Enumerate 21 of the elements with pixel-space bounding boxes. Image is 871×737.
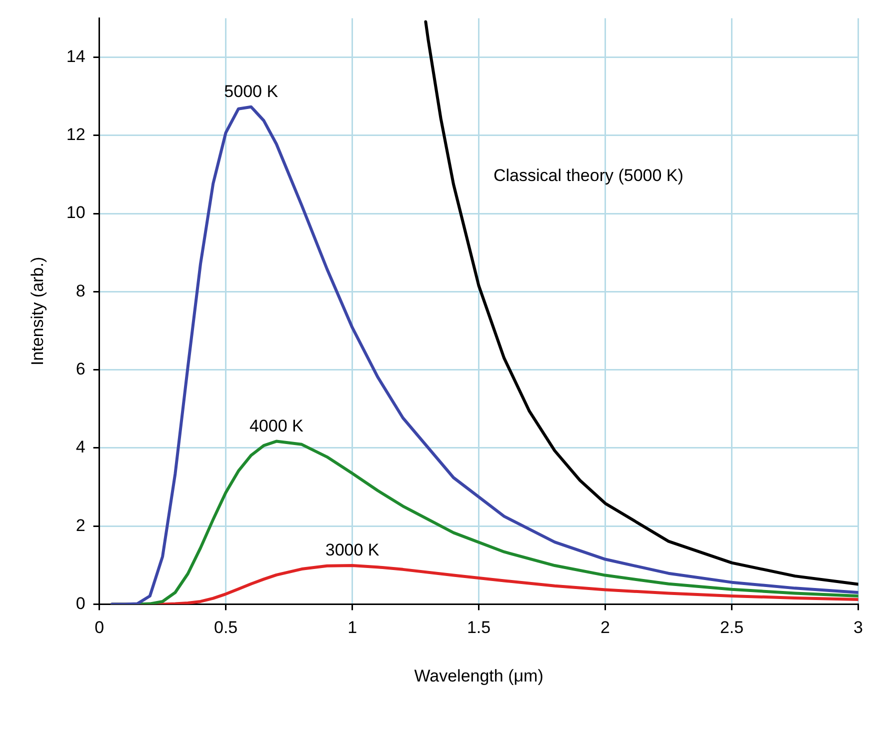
x-axis-title: Wavelength (μm) xyxy=(414,666,544,686)
series-label: 4000 K xyxy=(249,416,304,436)
y-tick-label: 12 xyxy=(66,125,86,144)
x-tick-label: 2.5 xyxy=(720,618,744,638)
series-label: 5000 K xyxy=(224,82,279,102)
x-tick-label: 1 xyxy=(348,618,358,638)
y-tick-label: 2 xyxy=(76,516,86,535)
text: Classical theory (5000 K) xyxy=(493,166,684,186)
y-tick-label: 10 xyxy=(66,203,86,222)
y-tick-label: 0 xyxy=(76,594,86,613)
y-tick-label: 14 xyxy=(66,46,86,66)
y-tick-label: 4 xyxy=(76,438,86,457)
x-tick-label: 1.5 xyxy=(466,618,491,638)
x-tick-label: 2 xyxy=(600,618,610,638)
x-tick-label: 3 xyxy=(854,618,864,638)
x-tick-label: 0.5 xyxy=(214,618,238,638)
x-tick-label: 0 xyxy=(94,618,104,638)
y-tick-label: 6 xyxy=(76,359,86,378)
y-axis-title: Intensity (arb.) xyxy=(28,256,47,366)
y-tick-label: 8 xyxy=(76,281,86,300)
series-label: 3000 K xyxy=(325,540,380,560)
